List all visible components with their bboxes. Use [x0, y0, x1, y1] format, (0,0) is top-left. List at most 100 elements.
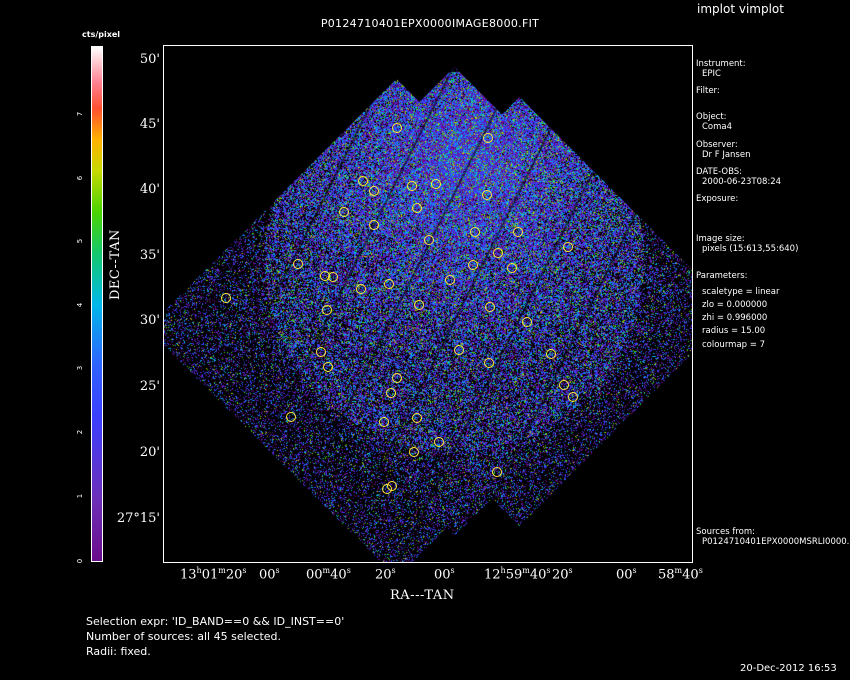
y-tick-label: 20' — [139, 445, 160, 460]
source-marker[interactable] — [384, 279, 394, 289]
instrument-value: EPIC — [702, 69, 721, 79]
source-marker[interactable] — [445, 275, 455, 285]
radii-mode: Radii: fixed. — [86, 645, 151, 658]
timestamp: 20-Dec-2012 16:53 — [740, 663, 837, 674]
selection-expression: Selection expr: 'ID_BAND==0 && ID_INST==… — [86, 615, 345, 628]
xray-image[interactable] — [164, 46, 692, 562]
colorbar-tick: 5 — [76, 238, 84, 244]
source-marker[interactable] — [483, 133, 493, 143]
instrument-label: Instrument: — [696, 59, 746, 69]
exposure-label: Exposure: — [696, 194, 739, 204]
source-marker[interactable] — [412, 203, 422, 213]
param-colourmap: colourmap = 7 — [702, 340, 765, 350]
source-marker[interactable] — [409, 447, 419, 457]
source-overlay — [221, 123, 578, 494]
date-label: DATE-OBS: — [696, 167, 743, 177]
source-marker[interactable] — [221, 293, 231, 303]
observer-value: Dr F Jansen — [702, 150, 751, 160]
source-marker[interactable] — [328, 272, 338, 282]
x-tick-label: 13h01m20s — [180, 566, 247, 583]
colorbar-tick: 1 — [76, 493, 84, 499]
y-tick-label: 40' — [139, 182, 160, 197]
y-tick-label: 45' — [139, 117, 160, 132]
source-marker[interactable] — [316, 347, 326, 357]
source-marker[interactable] — [559, 380, 569, 390]
sources-value: P0124710401EPX0000MSRLI0000.F — [702, 537, 850, 547]
image-size-label: Image size: — [696, 234, 745, 244]
source-marker[interactable] — [323, 362, 333, 372]
source-marker[interactable] — [356, 284, 366, 294]
source-count: Number of sources: all 45 selected. — [86, 630, 282, 643]
image-size-value: pixels (15:613,55:640) — [702, 244, 799, 254]
window-title: implot vimplot — [697, 2, 784, 16]
x-axis-label: RA---TAN — [390, 588, 455, 603]
param-scaletype: scaletype = linear — [702, 287, 780, 297]
x-tick-label: 00s — [259, 566, 280, 583]
source-marker[interactable] — [546, 349, 556, 359]
source-marker[interactable] — [392, 123, 402, 133]
source-marker[interactable] — [379, 417, 389, 427]
source-marker[interactable] — [382, 484, 392, 494]
param-zlo: zlo = 0.000000 — [702, 300, 768, 310]
x-tick-label: 20s — [552, 566, 573, 583]
source-marker[interactable] — [563, 242, 573, 252]
source-marker[interactable] — [358, 176, 368, 186]
param-zhi: zhi = 0.996000 — [702, 313, 768, 323]
source-marker[interactable] — [454, 345, 464, 355]
source-marker[interactable] — [387, 481, 397, 491]
colorbar-tick: 7 — [76, 111, 84, 117]
colorbar-tick: 0 — [76, 558, 84, 564]
source-marker[interactable] — [293, 259, 303, 269]
source-marker[interactable] — [513, 227, 523, 237]
source-marker[interactable] — [286, 412, 296, 422]
source-marker[interactable] — [431, 179, 441, 189]
source-marker[interactable] — [468, 260, 478, 270]
plot-title: P0124710401EPX0000IMAGE8000.FIT — [320, 17, 540, 30]
image-plot[interactable] — [163, 45, 693, 563]
source-marker[interactable] — [485, 302, 495, 312]
y-tick-label: 35' — [139, 248, 160, 263]
source-marker[interactable] — [412, 413, 422, 423]
x-tick-label: 00s — [434, 566, 455, 583]
object-label: Object: — [696, 112, 727, 122]
source-marker[interactable] — [407, 181, 417, 191]
x-tick-label: 00s — [616, 566, 637, 583]
colorbar-tick: 3 — [76, 365, 84, 371]
source-marker[interactable] — [482, 190, 492, 200]
y-tick-label: 50' — [139, 52, 160, 67]
source-marker[interactable] — [470, 227, 480, 237]
source-marker[interactable] — [507, 263, 517, 273]
x-tick-label: 58m40s — [658, 566, 703, 583]
colorbar — [91, 46, 103, 562]
source-marker[interactable] — [322, 305, 332, 315]
source-marker[interactable] — [493, 248, 503, 258]
source-marker[interactable] — [339, 207, 349, 217]
parameters-label: Parameters: — [696, 271, 748, 281]
filter-label: Filter: — [696, 86, 720, 96]
colorbar-tick: 2 — [76, 429, 84, 435]
source-marker[interactable] — [369, 220, 379, 230]
y-tick-label: 27°15' — [116, 511, 160, 526]
source-marker[interactable] — [386, 388, 396, 398]
source-marker[interactable] — [568, 392, 578, 402]
source-marker[interactable] — [522, 317, 532, 327]
source-marker[interactable] — [424, 235, 434, 245]
source-marker[interactable] — [369, 186, 379, 196]
y-tick-label: 30' — [139, 313, 160, 328]
source-marker[interactable] — [414, 300, 424, 310]
y-tick-label: 25' — [139, 379, 160, 394]
x-tick-label: 00m40s — [306, 566, 351, 583]
colorbar-label: cts/pixel — [82, 30, 121, 39]
object-value: Coma4 — [702, 122, 733, 132]
param-radius: radius = 15.00 — [702, 326, 766, 336]
source-marker[interactable] — [320, 271, 330, 281]
y-axis-label: DEC--TAN — [108, 229, 123, 300]
colorbar-tick: 6 — [76, 175, 84, 181]
x-tick-label: 12h59m40s — [484, 566, 551, 583]
source-marker[interactable] — [434, 437, 444, 447]
source-marker[interactable] — [484, 358, 494, 368]
source-marker[interactable] — [392, 373, 402, 383]
source-marker[interactable] — [492, 467, 502, 477]
date-value: 2000-06-23T08:24 — [702, 177, 782, 187]
observer-label: Observer: — [696, 140, 738, 150]
